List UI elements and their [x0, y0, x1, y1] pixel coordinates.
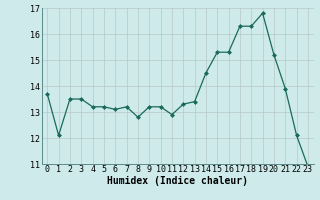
X-axis label: Humidex (Indice chaleur): Humidex (Indice chaleur) — [107, 176, 248, 186]
